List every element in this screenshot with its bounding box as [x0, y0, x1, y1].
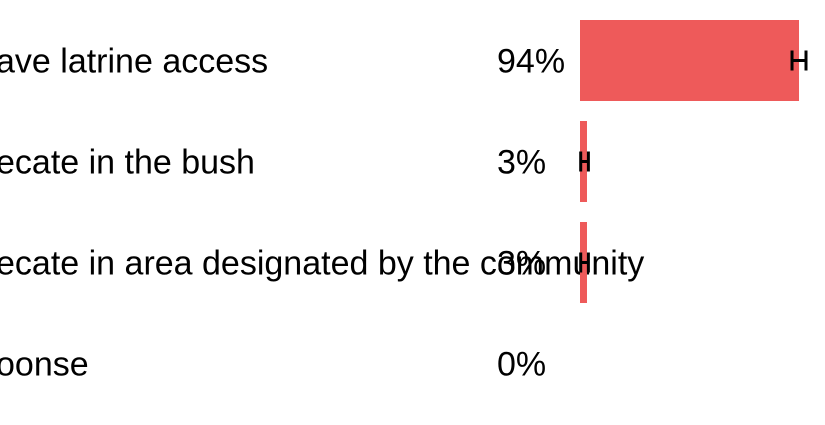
value-label: 94% [497, 43, 565, 81]
category-label: ecate in the bush [0, 144, 255, 182]
bar [580, 20, 800, 101]
value-label: 3% [497, 245, 546, 283]
error-bar [579, 151, 590, 172]
category-label: oonse [0, 346, 89, 384]
category-label: ecate in area designated by the communit… [0, 245, 644, 283]
chart-rows: ave latrine access 94% ecate in the bush 3%… [0, 20, 808, 384]
error-bar [579, 252, 590, 273]
value-label: 0% [497, 346, 546, 384]
error-bar [790, 50, 808, 71]
value-label: 3% [497, 144, 546, 182]
category-label: ave latrine access [0, 43, 268, 81]
